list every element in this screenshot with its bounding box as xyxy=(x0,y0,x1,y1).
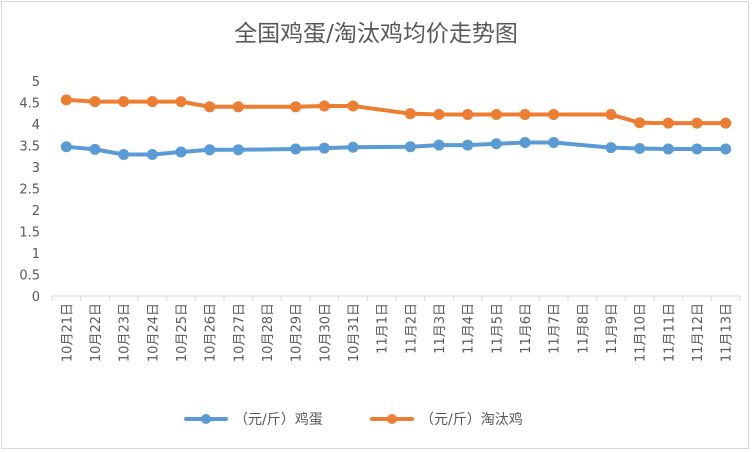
x-tick-label: 11月13日 xyxy=(720,303,735,362)
legend-marker-1 xyxy=(201,414,211,424)
chart-title: 全国鸡蛋/淘汰鸡均价走势图 xyxy=(234,21,518,47)
y-tick-label: 2 xyxy=(32,204,40,219)
series-2-point xyxy=(548,109,560,121)
y-tick-label: 0 xyxy=(32,290,40,305)
series-2-point xyxy=(232,101,244,113)
series-2-point xyxy=(720,117,732,129)
x-tick-label: 11月3日 xyxy=(433,303,448,354)
series-1-point xyxy=(89,143,101,155)
series-1-point xyxy=(290,143,302,155)
x-tick-label: 11月6日 xyxy=(519,303,534,354)
series-1-point xyxy=(634,143,646,155)
y-tick-label: 3 xyxy=(32,161,40,176)
legend-label-2: （元/斤）淘汰鸡 xyxy=(420,411,523,428)
series-1-point xyxy=(232,144,244,156)
series-1-point xyxy=(662,143,674,155)
series-2-point xyxy=(605,109,617,121)
x-tick-label: 11月4日 xyxy=(462,303,477,354)
series-1-point xyxy=(548,136,560,148)
series-1-point xyxy=(519,136,531,148)
y-tick-label: 2.5 xyxy=(19,183,40,198)
x-tick-label: 11月10日 xyxy=(634,303,649,362)
series-1-point xyxy=(118,149,130,161)
x-tick-label: 10月26日 xyxy=(204,303,219,362)
series-1-point xyxy=(347,141,359,153)
series-1-point xyxy=(720,143,732,155)
series-2-point xyxy=(662,117,674,129)
series-1-point xyxy=(605,142,617,154)
x-tick-label: 10月29日 xyxy=(290,303,305,362)
series-2-point xyxy=(347,100,359,112)
x-tick-label: 10月22日 xyxy=(89,303,104,362)
series-1-point xyxy=(204,144,216,156)
series-1-point xyxy=(433,139,445,151)
series-2-point xyxy=(404,108,416,120)
x-tick-label: 10月27日 xyxy=(232,303,247,362)
series-2-point xyxy=(519,109,531,121)
x-tick-label: 10月31日 xyxy=(347,303,362,362)
x-tick-label: 11月7日 xyxy=(548,303,563,354)
series-1-point xyxy=(318,142,330,154)
x-tick-label: 11月9日 xyxy=(605,303,620,354)
x-tick-label: 11月12日 xyxy=(691,303,706,362)
x-tick-label: 10月30日 xyxy=(318,303,333,362)
series-2-point xyxy=(89,96,101,108)
series-2-point xyxy=(634,117,646,129)
y-tick-label: 4.5 xyxy=(19,97,40,112)
x-tick-label: 11月11日 xyxy=(662,303,677,362)
series-line-1 xyxy=(64,140,728,157)
y-tick-label: 5 xyxy=(32,75,40,90)
series-line-2 xyxy=(64,97,728,126)
y-tick-label: 3.5 xyxy=(19,140,40,155)
x-tick-label: 11月5日 xyxy=(490,303,505,354)
series-2-point xyxy=(290,101,302,113)
series-2-point xyxy=(60,94,72,106)
x-tick-label: 10月24日 xyxy=(146,303,161,362)
series-2-point xyxy=(462,109,474,121)
y-tick-label: 4 xyxy=(32,118,40,133)
x-tick-label: 10月23日 xyxy=(118,303,133,362)
series-1-point xyxy=(175,146,187,158)
series-2-point xyxy=(691,117,703,129)
x-tick-label: 11月8日 xyxy=(576,303,591,354)
x-tick-label: 10月21日 xyxy=(60,303,75,362)
series-2-point xyxy=(204,101,216,113)
series-2-point xyxy=(433,109,445,121)
y-tick-label: 0.5 xyxy=(19,269,40,284)
x-tick-label: 10月28日 xyxy=(261,303,276,362)
legend-marker-2 xyxy=(387,414,397,424)
series-2-point xyxy=(118,96,130,108)
series-1-point xyxy=(404,141,416,153)
series-1-point xyxy=(146,149,158,161)
legend-label-1: （元/斤）鸡蛋 xyxy=(234,411,323,428)
y-tick-label: 1 xyxy=(32,247,40,262)
series-1-point xyxy=(490,138,502,150)
series-1-point xyxy=(60,141,72,153)
x-tick-label: 11月2日 xyxy=(404,303,419,354)
x-tick-label: 10月25日 xyxy=(175,303,190,362)
x-tick-label: 11月1日 xyxy=(376,303,391,354)
series-2-point xyxy=(490,109,502,121)
series-1-point xyxy=(462,139,474,151)
series-2-point xyxy=(146,96,158,108)
series-1-point xyxy=(691,143,703,155)
series-2-point xyxy=(318,100,330,112)
series-2-point xyxy=(175,96,187,108)
y-tick-label: 1.5 xyxy=(19,226,40,241)
